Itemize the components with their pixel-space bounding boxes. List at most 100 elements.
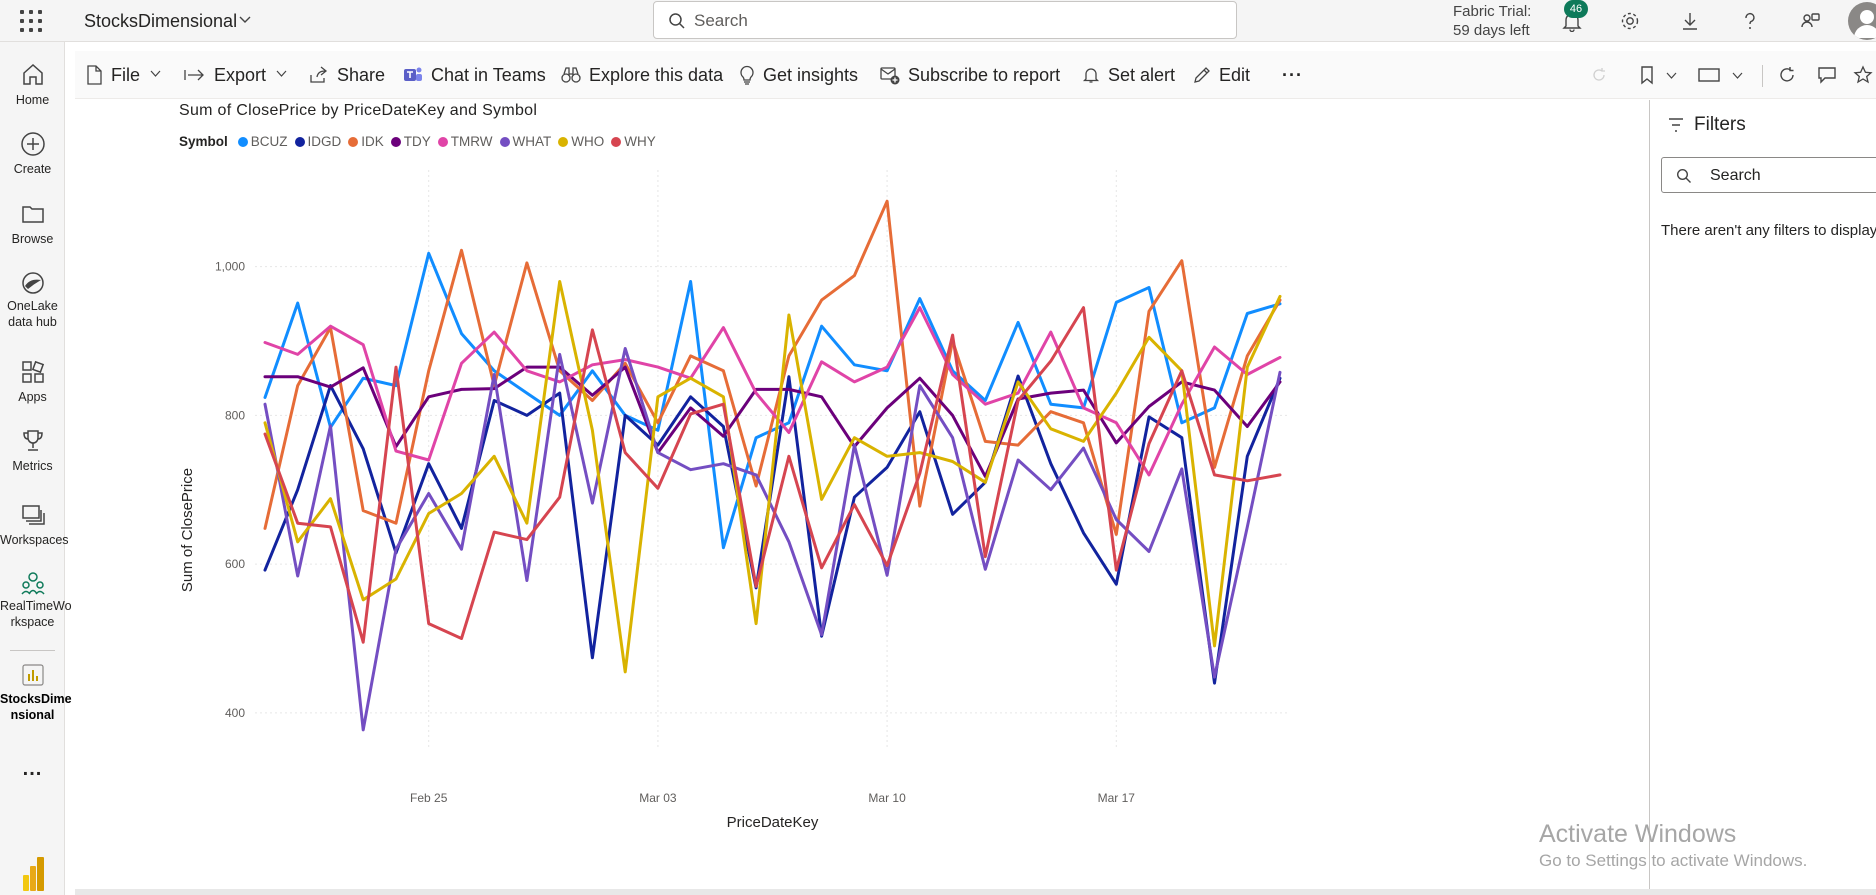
legend-entry-why[interactable]: WHY [611, 134, 656, 149]
filters-empty-message: There aren't any filters to display. [1661, 222, 1876, 239]
legend-label: WHY [624, 134, 656, 149]
nav-divider [10, 650, 55, 651]
refresh-icon[interactable] [1775, 63, 1799, 87]
legend-marker [390, 136, 401, 147]
nav-onelake-data-hub[interactable]: OneLake data hub [0, 270, 65, 330]
filters-pane: Filters There aren't any filters to disp… [1649, 100, 1876, 890]
nav-home[interactable]: Home [0, 62, 65, 108]
top-bar: StocksDimensional Fabric Trial: 59 days … [0, 0, 1876, 42]
chevron-down-icon[interactable] [1659, 63, 1683, 87]
file-icon [87, 65, 102, 85]
notification-count-badge: 46 [1564, 0, 1588, 18]
app-launcher-icon[interactable] [20, 10, 42, 32]
search-icon [1676, 168, 1691, 183]
y-tick-label: 600 [225, 557, 245, 571]
nav-browse[interactable]: Browse [0, 201, 65, 247]
y-tick-label: 400 [225, 706, 245, 720]
nav-create[interactable]: Create [0, 131, 65, 177]
y-axis-title: Sum of ClosePrice [179, 468, 196, 592]
series-line-tdy[interactable] [263, 365, 1282, 478]
nav-realtime-workspace[interactable]: RealTimeWo rkspace [0, 570, 72, 630]
y-tick-label: 800 [225, 408, 245, 422]
onelake-icon [21, 272, 44, 294]
nav-label-line1: OneLake [7, 299, 58, 313]
bookmark-icon[interactable] [1635, 63, 1659, 87]
power-bi-logo [23, 857, 44, 891]
share-button[interactable]: Share [309, 51, 385, 99]
nav-label-line2: rkspace [10, 615, 55, 629]
x-tick-label: Mar 10 [868, 791, 906, 805]
fabric-trial-status[interactable]: Fabric Trial: 59 days left [1453, 2, 1531, 40]
legend-entry-tmrw[interactable]: TMRW [437, 134, 493, 149]
legend-entry-idk[interactable]: IDK [348, 134, 384, 149]
export-menu-button[interactable]: Export [184, 51, 295, 99]
pencil-icon [1194, 67, 1210, 83]
help-icon[interactable] [1737, 8, 1763, 34]
x-tick-label: Mar 03 [639, 791, 677, 805]
favorite-star-icon[interactable] [1851, 63, 1875, 87]
set-alert-button[interactable]: Set alert [1082, 51, 1175, 99]
nav-stocksdimensional-report[interactable]: StocksDime nsional [0, 662, 72, 723]
nav-more-button[interactable]: ... [0, 757, 65, 779]
chart-legend: Symbol BCUZ IDGD IDK TDY TMRW WHAT WHO WHY [179, 134, 663, 149]
chat-in-teams-label: Chat in Teams [431, 64, 546, 85]
nav-metrics[interactable]: Metrics [0, 428, 65, 474]
view-icon[interactable] [1697, 63, 1721, 87]
nav-label: Browse [11, 232, 54, 246]
chevron-down-icon [150, 68, 169, 82]
series-line-why[interactable] [263, 306, 1282, 644]
download-icon[interactable] [1677, 8, 1703, 34]
line-chart[interactable]: 400 600 800 1,000 Feb 25 Mar 03 Mar 10 Mar 17 Pr… [170, 160, 1310, 850]
subscribe-to-report-button[interactable]: Subscribe to report [880, 51, 1060, 99]
filters-title: Filters [1694, 114, 1746, 135]
get-insights-label: Get insights [763, 64, 859, 85]
nav-apps[interactable]: Apps [0, 359, 65, 405]
export-icon [184, 69, 204, 81]
legend-entry-bcuz[interactable]: BCUZ [237, 134, 288, 149]
lightbulb-icon [740, 65, 754, 85]
canvas-bottom-border [75, 889, 1876, 895]
global-search[interactable] [653, 1, 1237, 39]
subscribe-icon [880, 67, 900, 85]
series-line-tmrw[interactable] [263, 306, 1282, 477]
legend-entry-tdy[interactable]: TDY [390, 134, 431, 149]
edit-button[interactable]: Edit [1193, 51, 1250, 99]
report-toolbar: File Export Share Chat in Teams Explore … [75, 51, 1876, 99]
y-tick-label: 1,000 [215, 260, 245, 274]
set-alert-label: Set alert [1108, 64, 1176, 85]
workspaces-icon [21, 505, 45, 525]
series-line-bcuz[interactable] [263, 251, 1282, 550]
toolbar-divider [1762, 65, 1763, 87]
chevron-down-icon[interactable] [1725, 63, 1749, 87]
legend-label: WHAT [512, 134, 552, 149]
explore-this-data-button[interactable]: Explore this data [561, 51, 723, 99]
feedback-icon[interactable] [1797, 8, 1823, 34]
legend-entry-what[interactable]: WHAT [499, 134, 552, 149]
filters-search-box[interactable] [1661, 157, 1876, 193]
legend-entry-idgd[interactable]: IDGD [294, 134, 341, 149]
user-avatar[interactable] [1848, 2, 1876, 40]
nav-workspaces[interactable]: Workspaces [0, 502, 69, 548]
settings-gear-icon[interactable] [1617, 8, 1643, 34]
filters-header[interactable]: Filters [1668, 114, 1746, 136]
chevron-down-icon[interactable] [238, 12, 252, 29]
chat-in-teams-button[interactable]: Chat in Teams [403, 51, 546, 99]
nav-label-line1: RealTimeWo [0, 599, 72, 613]
refresh-visual-icon [1587, 63, 1611, 87]
series-line-what[interactable] [263, 347, 1282, 732]
report-name[interactable]: StocksDimensional [84, 11, 238, 31]
search-input[interactable] [694, 10, 1214, 32]
nav-label: Apps [18, 390, 47, 404]
legend-marker [611, 136, 622, 147]
get-insights-button[interactable]: Get insights [739, 51, 858, 99]
legend-entry-who[interactable]: WHO [558, 134, 604, 149]
filters-search-input[interactable] [1710, 165, 1870, 187]
x-tick-label: Feb 25 [410, 791, 448, 805]
series-line-who[interactable] [263, 280, 1282, 674]
comment-icon[interactable] [1815, 63, 1839, 87]
binoculars-icon [561, 67, 581, 83]
file-menu-button[interactable]: File [85, 51, 169, 99]
export-label: Export [214, 64, 267, 85]
edit-label: Edit [1219, 64, 1251, 85]
more-options-button[interactable]: ··· [1282, 51, 1303, 99]
